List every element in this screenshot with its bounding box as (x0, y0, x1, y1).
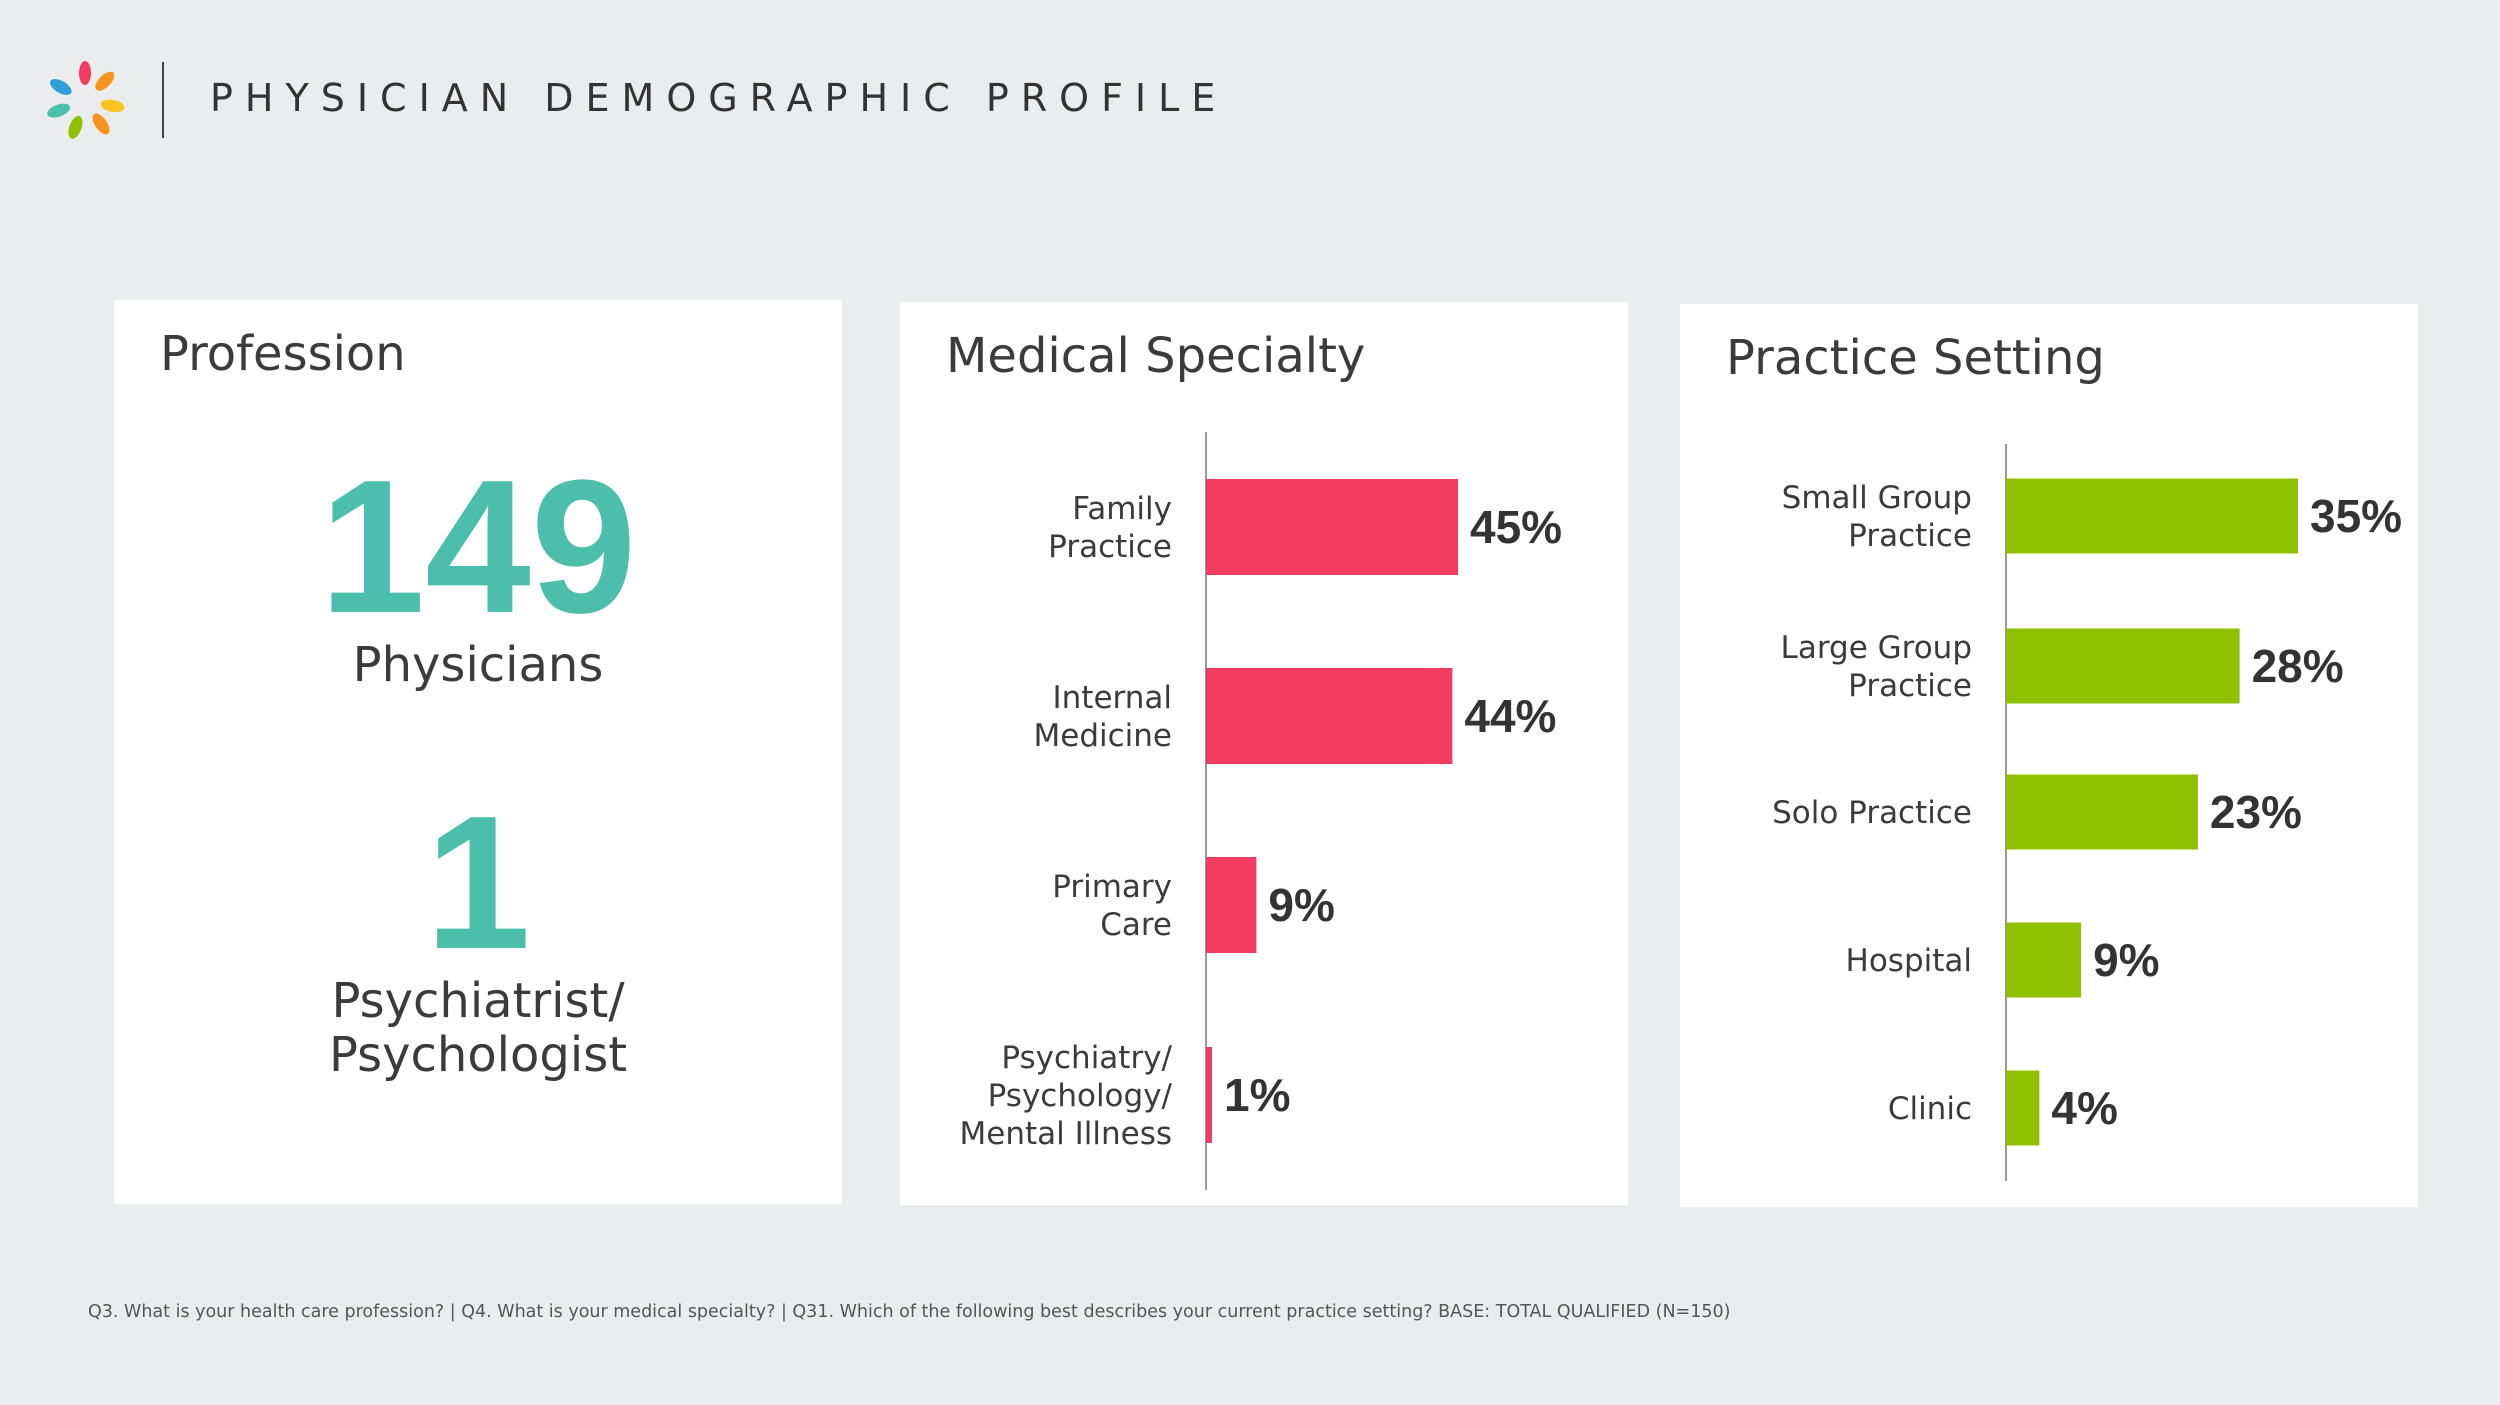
setting-bar (2006, 628, 2240, 704)
setting-bar (2006, 478, 2298, 554)
psychiatrist-count: 1 (425, 777, 531, 989)
specialty-bar (1206, 479, 1458, 575)
title-divider (162, 62, 164, 138)
setting-category-label: Small Group (1782, 480, 1972, 516)
psychiatrist-label-line2: Psychologist (328, 1027, 628, 1083)
psychiatrist-label: Psychiatrist/ Psychologist (114, 974, 842, 1082)
specialty-category-label: Family (1072, 491, 1172, 527)
setting-category-label: Practice (1848, 668, 1972, 704)
specialty-value-label: 9% (1268, 879, 1334, 931)
physicians-count: 149 (319, 441, 637, 653)
setting-value-label: 9% (2093, 934, 2159, 986)
psychiatrist-label-line1: Psychiatrist/ (331, 973, 625, 1029)
specialty-category-label: Internal (1053, 680, 1172, 716)
setting-value-label: 4% (2051, 1082, 2117, 1134)
specialty-bar (1206, 668, 1453, 764)
medical-specialty-title: Medical Specialty (946, 328, 1366, 384)
brand-logo-icon (47, 61, 125, 139)
specialty-value-label: 1% (1224, 1069, 1290, 1121)
setting-bar (2006, 1070, 2040, 1146)
setting-category-label: Clinic (1888, 1091, 1972, 1127)
specialty-bar (1206, 857, 1257, 953)
setting-bar (2006, 922, 2082, 998)
specialty-category-label: Psychology/ (988, 1078, 1173, 1114)
specialty-value-label: 45% (1470, 501, 1562, 553)
profession-panel: Profession 149 Physicians 1 Psychiatrist… (114, 300, 842, 1204)
practice-setting-panel: Practice Setting 35% Small Group Practice 2… (1680, 304, 2418, 1207)
specialty-value-label: 44% (1464, 690, 1556, 742)
specialty-category-label: Care (1100, 907, 1172, 943)
setting-value-label: 28% (2252, 640, 2344, 692)
specialty-category-label: Primary (1052, 869, 1172, 905)
specialty-category-label: Medicine (1034, 718, 1173, 754)
practice-setting-title: Practice Setting (1726, 330, 2105, 386)
page-title: PHYSICIAN DEMOGRAPHIC PROFILE (210, 76, 1228, 120)
setting-value-label: 23% (2210, 786, 2302, 838)
footnote: Q3. What is your health care profession?… (88, 1302, 1731, 1322)
specialty-category-label: Psychiatry/ (1001, 1040, 1172, 1076)
setting-category-label: Hospital (1846, 943, 1972, 979)
setting-bar (2006, 774, 2198, 850)
profession-title: Profession (160, 326, 406, 382)
setting-value-label: 35% (2310, 490, 2402, 542)
setting-category-label: Large Group (1781, 630, 1972, 666)
setting-category-label: Solo Practice (1772, 795, 1972, 831)
specialty-category-label: Practice (1048, 529, 1172, 565)
specialty-bar (1206, 1047, 1212, 1143)
physicians-label: Physicians (352, 637, 604, 693)
medical-specialty-panel: Medical Specialty 45% Family Practice 44% In… (900, 302, 1628, 1205)
setting-category-label: Practice (1848, 518, 1972, 554)
specialty-category-label: Mental Illness (960, 1116, 1172, 1152)
